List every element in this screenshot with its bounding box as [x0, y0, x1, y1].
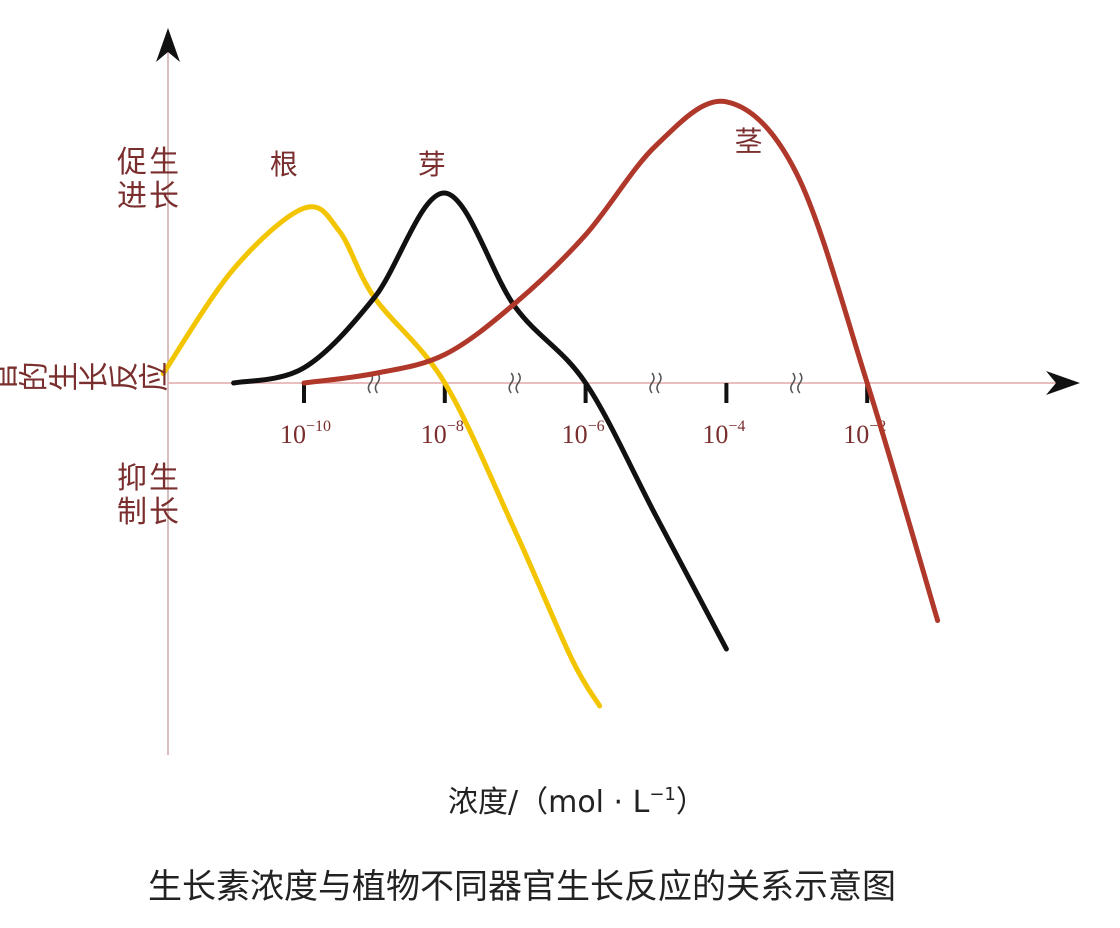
y-axis-label: 植物器官的生长反应	[0, 362, 168, 398]
series-label-0: 根	[270, 148, 298, 181]
x-tick-label: 10−6	[562, 418, 605, 449]
label-group: 植物器官的生长反应促进生长抑制生长浓度/（mol · L−1）生长素浓度与植物不…	[0, 145, 896, 907]
axis-break-stroke	[508, 372, 514, 394]
series-line-0	[160, 204, 603, 709]
axis-break-stroke	[374, 372, 381, 394]
y-positive-label: 生	[149, 145, 179, 180]
series-line-2	[301, 98, 941, 623]
y-negative-label: 制	[117, 495, 147, 530]
x-axis-label: 浓度/（mol · L−1）	[448, 784, 706, 820]
y-axis-arrow	[156, 28, 180, 62]
axis-break-mark	[649, 372, 662, 394]
axis-break-stroke	[656, 372, 662, 394]
axis-break-stroke	[515, 372, 521, 394]
x-axis-arrow	[1046, 371, 1080, 395]
y-negative-label: 长	[149, 495, 179, 530]
y-positive-label: 进	[117, 179, 147, 214]
axis-break-stroke	[790, 372, 796, 394]
y-negative-label: 生	[149, 461, 179, 496]
y-negative-label: 抑	[117, 461, 147, 496]
axis-break-stroke	[649, 372, 655, 394]
axes: 10−10 10−8 10−6 10−4 10−2	[156, 28, 1080, 755]
y-positive-label: 促	[117, 145, 147, 180]
series-group: 根芽茎	[160, 98, 941, 709]
series-label-2: 茎	[735, 125, 763, 158]
series-line-1	[231, 190, 729, 652]
series-label-1: 芽	[418, 148, 446, 181]
chart-title: 生长素浓度与植物不同器官生长反应的关系示意图	[148, 867, 896, 907]
x-tick-label: 10−8	[421, 418, 464, 449]
axis-break-mark	[790, 372, 803, 394]
axis-break-stroke	[797, 372, 803, 394]
axis-break-mark	[508, 372, 521, 394]
y-positive-label: 长	[149, 179, 179, 214]
x-tick-label: 10−4	[702, 418, 745, 449]
x-tick-label: 10−10	[280, 418, 331, 449]
